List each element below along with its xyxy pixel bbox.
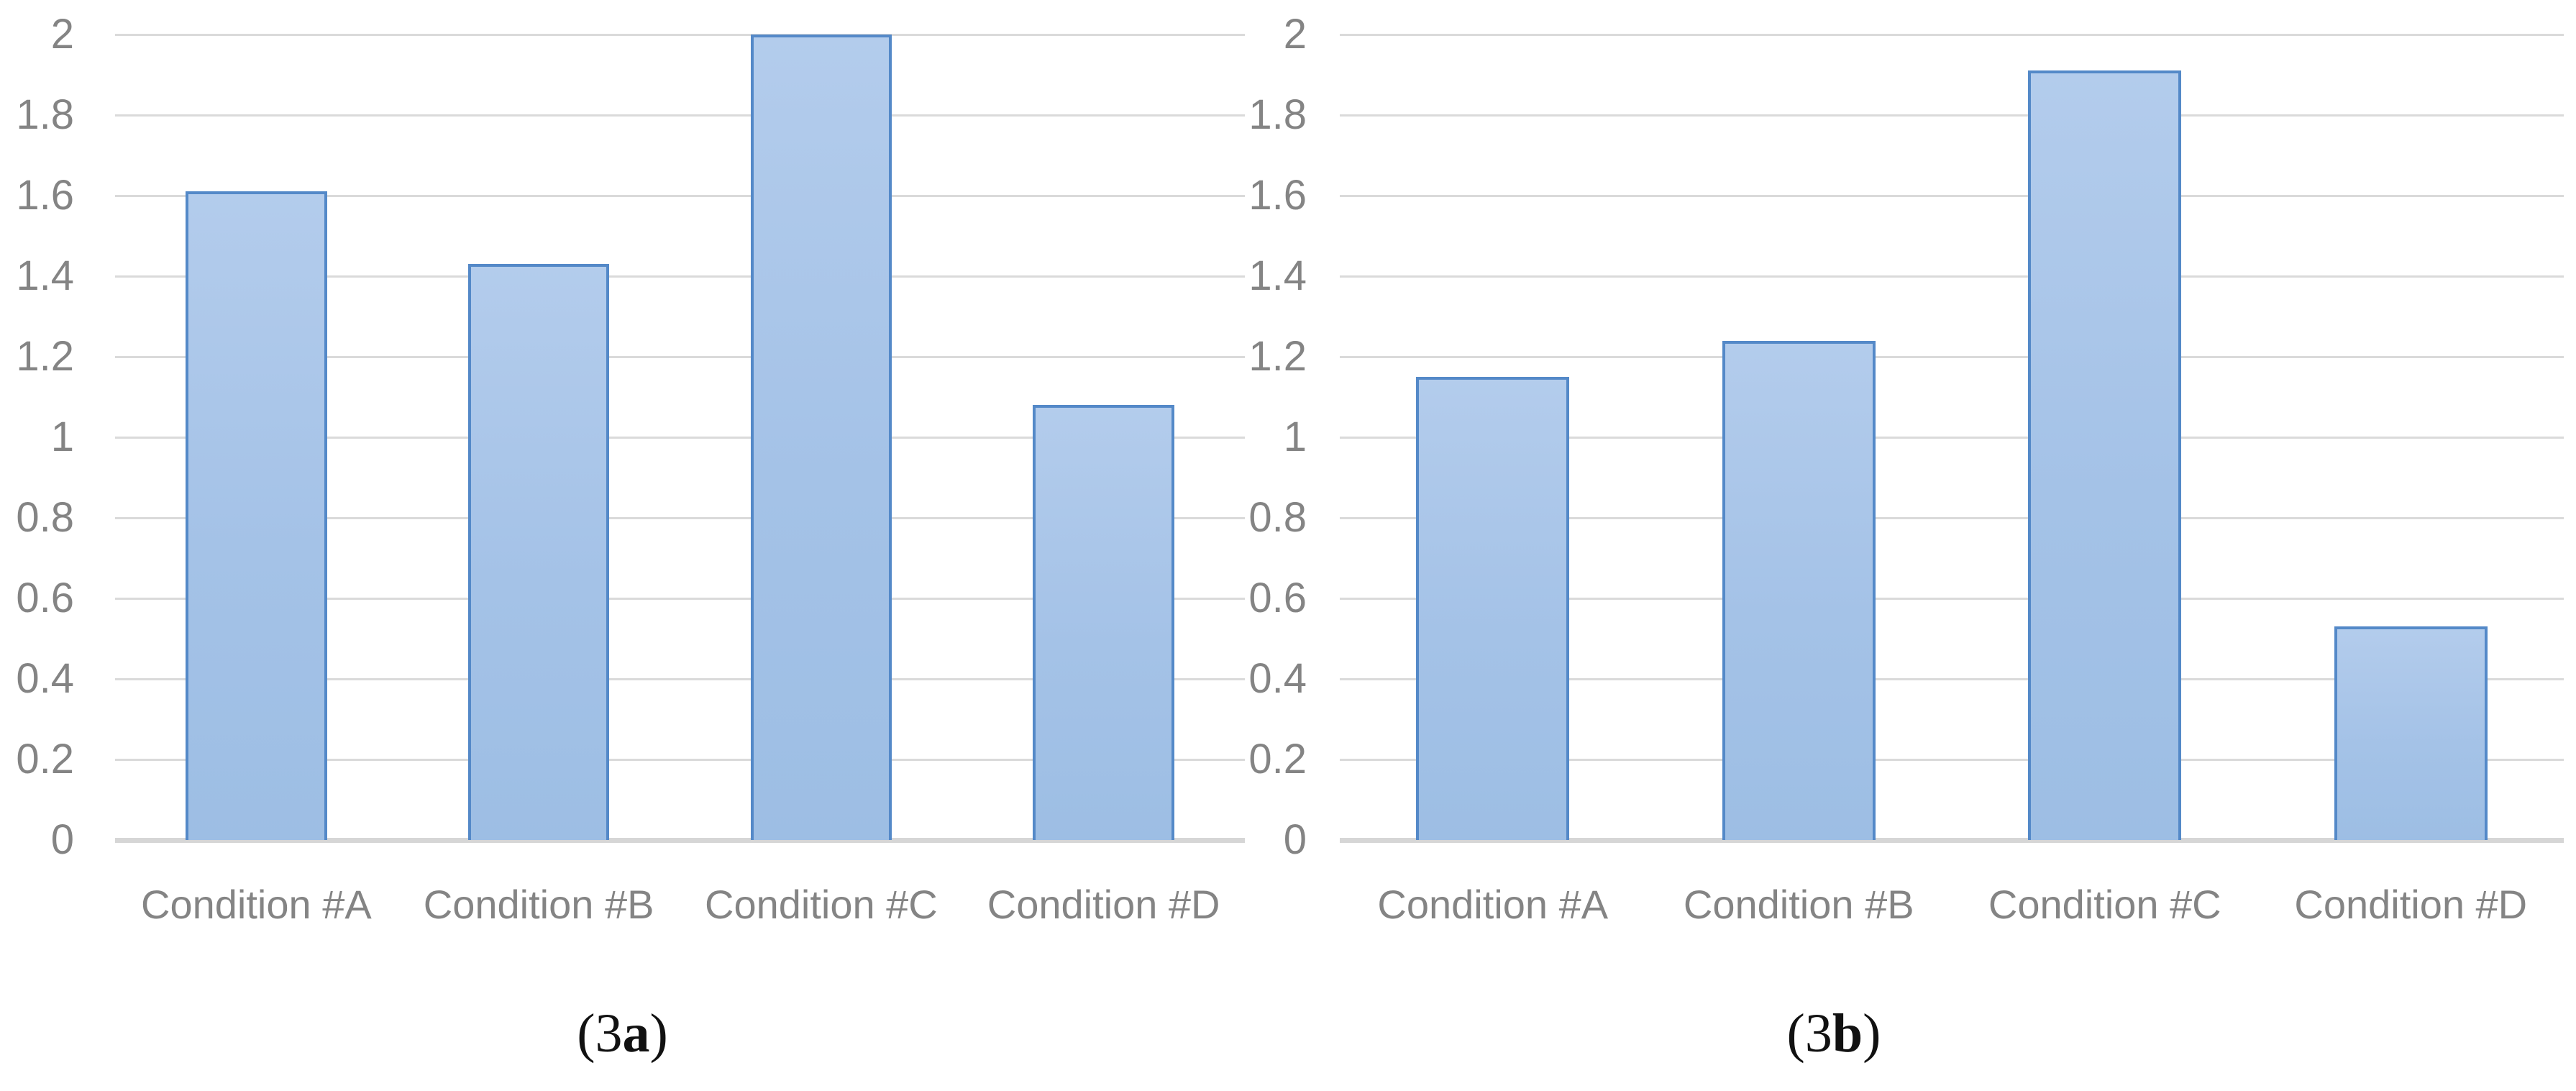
bar-condition-a <box>1416 377 1570 840</box>
gridline <box>1340 759 2564 761</box>
x-axis-line <box>1340 838 2564 843</box>
bar-condition-b <box>1722 340 1876 840</box>
bar-condition-c <box>750 35 892 840</box>
gridline <box>115 598 1245 600</box>
x-axis-line <box>115 838 1245 843</box>
gridline <box>115 517 1245 519</box>
y-axis-tick-label: 1 <box>50 414 74 460</box>
x-axis-labels: Condition #A Condition #B Condition #C Cond… <box>1340 840 2564 948</box>
y-axis-tick-label: 1.8 <box>16 91 74 138</box>
caption-text: (3 <box>577 1003 623 1064</box>
y-axis-tick-label: 0.6 <box>1248 575 1307 621</box>
plot-area <box>115 34 1245 843</box>
caption-text: ) <box>1863 1003 1881 1064</box>
gridline <box>115 759 1245 761</box>
gridline <box>115 114 1245 117</box>
gridline <box>115 34 1245 36</box>
category-cell <box>398 35 680 840</box>
caption-bold-letter: a <box>622 1003 650 1064</box>
category-cell <box>115 35 398 840</box>
y-axis-tick-label: 1.2 <box>1248 333 1307 380</box>
category-cell <box>1340 35 1646 840</box>
y-axis-tick-label: 0.6 <box>16 575 74 621</box>
y-axis-labels: 2 1.8 1.6 1.4 1.2 1 0.8 0.6 0.4 0.2 0 <box>0 14 115 861</box>
y-axis-tick-label: 1.4 <box>1248 252 1307 299</box>
bar-condition-d <box>1033 405 1174 840</box>
x-axis-category-label: Condition #D <box>2294 882 2528 927</box>
y-axis-tick-label: 2 <box>50 11 74 58</box>
gridline <box>1340 195 2564 197</box>
category-cell <box>962 35 1245 840</box>
x-axis-category-label: Condition #C <box>1988 882 2221 927</box>
y-axis-tick-label: 1.4 <box>16 252 74 299</box>
plot-area <box>1340 34 2564 843</box>
x-axis-category-label: Condition #A <box>141 882 372 927</box>
gridline <box>1340 114 2564 117</box>
gridline <box>115 195 1245 197</box>
gridline <box>1340 275 2564 278</box>
gridline <box>115 356 1245 358</box>
category-cell <box>1952 35 2258 840</box>
x-axis-category-label: Condition #B <box>423 882 654 927</box>
gridline <box>1340 678 2564 680</box>
chart-panel-3a: 2 1.8 1.6 1.4 1.2 1 0.8 0.6 0.4 0.2 0 Condition #A… <box>0 0 1245 1091</box>
y-axis-tick-label: 0 <box>50 816 74 863</box>
y-axis-tick-label: 0.2 <box>16 736 74 782</box>
chart-panel-3b: 2 1.8 1.6 1.4 1.2 1 0.8 0.6 0.4 0.2 0 Condition #A… <box>1248 0 2564 1091</box>
y-axis-tick-label: 1.8 <box>1248 91 1307 138</box>
x-axis-category-label: Condition #B <box>1683 882 1914 927</box>
y-axis-tick-label: 1.2 <box>16 333 74 380</box>
category-cell <box>680 35 963 840</box>
y-axis-tick-label: 0.2 <box>1248 736 1307 782</box>
bar-condition-d <box>2334 626 2488 840</box>
gridline <box>115 437 1245 439</box>
gridline <box>1340 437 2564 439</box>
x-axis-labels: Condition #A Condition #B Condition #C Cond… <box>115 840 1245 948</box>
y-axis-tick-label: 0.4 <box>1248 655 1307 702</box>
y-axis-tick-label: 0 <box>1283 816 1307 863</box>
y-axis-tick-label: 1.6 <box>16 172 74 219</box>
caption-text: ) <box>649 1003 668 1064</box>
gridline <box>1340 34 2564 36</box>
bar-condition-b <box>467 264 610 840</box>
gridline <box>1340 356 2564 358</box>
caption-text: (3 <box>1786 1003 1832 1064</box>
bars-container <box>115 35 1245 840</box>
subfigure-caption-3a: (3a) <box>0 1001 1245 1067</box>
y-axis-tick-label: 0.8 <box>1248 494 1307 541</box>
bar-condition-c <box>2028 70 2182 840</box>
x-axis-category-label: Condition #D <box>987 882 1220 927</box>
y-axis-tick-label: 2 <box>1283 11 1307 58</box>
gridline <box>1340 598 2564 600</box>
category-cell <box>1646 35 1952 840</box>
gridline <box>115 275 1245 278</box>
gridline <box>1340 517 2564 519</box>
gridline <box>115 678 1245 680</box>
category-cell <box>2258 35 2564 840</box>
x-axis-category-label: Condition #A <box>1377 882 1609 927</box>
x-axis-category-label: Condition #C <box>705 882 938 927</box>
bars-container <box>1340 35 2564 840</box>
y-axis-tick-label: 1 <box>1283 414 1307 460</box>
subfigure-caption-3b: (3b) <box>1248 1001 2420 1067</box>
bar-condition-a <box>186 191 327 840</box>
y-axis-tick-label: 0.4 <box>16 655 74 702</box>
y-axis-tick-label: 1.6 <box>1248 172 1307 219</box>
y-axis-tick-label: 0.8 <box>16 494 74 541</box>
caption-bold-letter: b <box>1832 1003 1863 1064</box>
y-axis-labels: 2 1.8 1.6 1.4 1.2 1 0.8 0.6 0.4 0.2 0 <box>1248 14 1340 861</box>
